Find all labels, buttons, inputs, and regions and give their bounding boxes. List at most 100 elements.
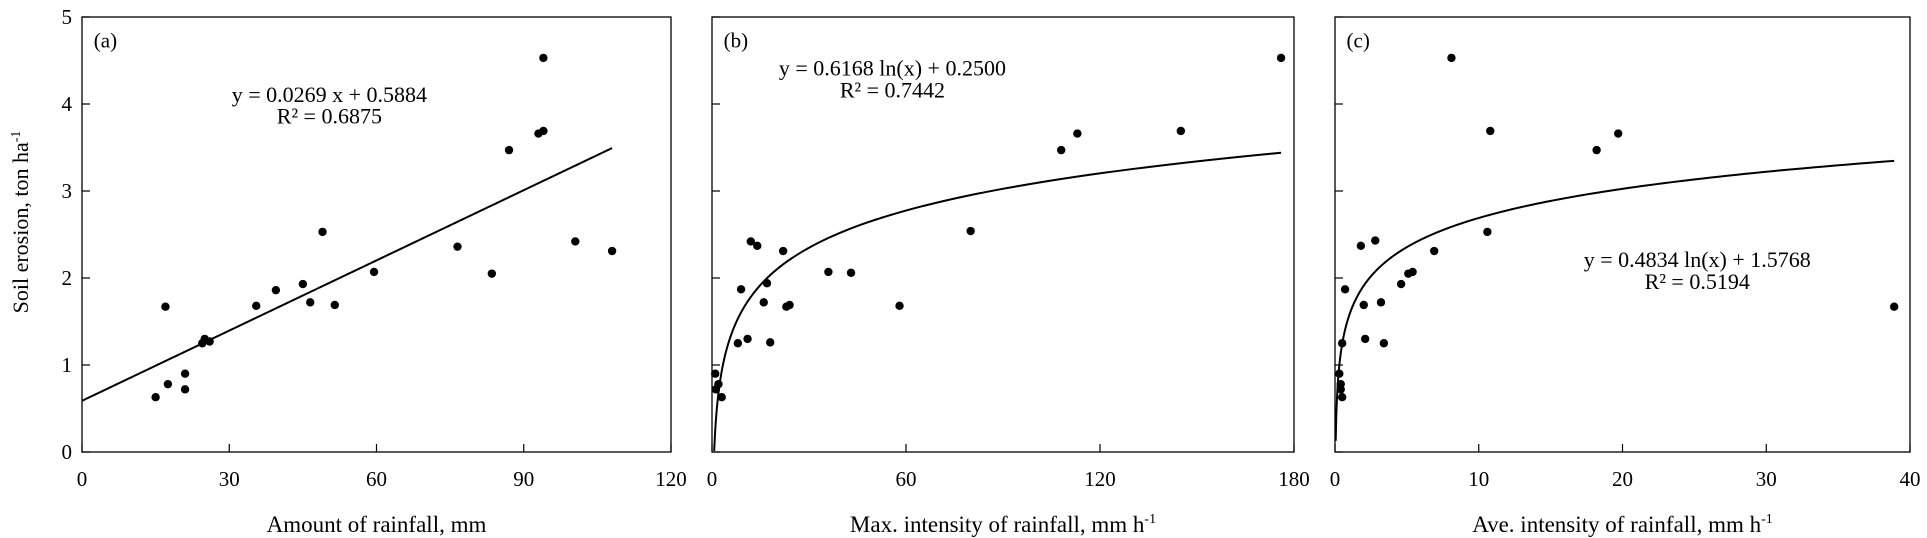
x-axis-label: Ave. intensity of rainfall, mm h-1 bbox=[1472, 512, 1773, 537]
data-point bbox=[743, 334, 752, 344]
data-point bbox=[271, 285, 281, 295]
panel-b: 0 60 120 180 Max. intensity of rainfall, mm … bbox=[707, 16, 1310, 537]
data-point bbox=[1379, 339, 1389, 348]
data-point bbox=[1336, 385, 1345, 394]
data-point bbox=[571, 237, 580, 246]
x-tick-label: 0 bbox=[77, 467, 88, 491]
data-point bbox=[1408, 267, 1417, 277]
x-tick-label: 10 bbox=[1468, 467, 1489, 491]
x-tick-label: 120 bbox=[1084, 467, 1116, 491]
data-point bbox=[759, 298, 768, 307]
data-point bbox=[1592, 145, 1601, 155]
data-point bbox=[252, 301, 261, 311]
data-point bbox=[1176, 126, 1186, 136]
data-point bbox=[1073, 129, 1082, 138]
data-point bbox=[504, 145, 514, 155]
x-tick-label: 0 bbox=[707, 467, 718, 491]
fit-equation: y = 0.0269 x + 0.5884 bbox=[232, 82, 427, 107]
data-point bbox=[1335, 369, 1344, 378]
data-point bbox=[487, 269, 497, 278]
data-point bbox=[714, 379, 723, 389]
data-point bbox=[1057, 145, 1066, 155]
fit-r2: R² = 0.6875 bbox=[277, 104, 382, 129]
data-point bbox=[846, 268, 856, 277]
data-point bbox=[766, 338, 775, 347]
data-point bbox=[205, 337, 214, 346]
x-tick-label: 90 bbox=[513, 467, 534, 491]
data-point bbox=[1613, 129, 1623, 138]
data-point bbox=[180, 385, 190, 394]
data-point bbox=[1486, 126, 1495, 136]
x-tick-label: 180 bbox=[1278, 467, 1310, 491]
data-point bbox=[1340, 285, 1350, 294]
x-axis-label: Max. intensity of rainfall, mm h-1 bbox=[850, 512, 1156, 537]
data-point bbox=[1276, 53, 1286, 63]
fit-equation: y = 0.4834 ln(x) + 1.5768 bbox=[1584, 247, 1811, 272]
x-tick-label: 40 bbox=[1900, 467, 1921, 491]
data-point bbox=[762, 279, 772, 288]
data-point bbox=[1483, 227, 1492, 237]
panel-label: (b) bbox=[724, 28, 749, 52]
y-tick-label: 2 bbox=[62, 266, 73, 290]
fit-r2: R² = 0.5194 bbox=[1645, 269, 1750, 294]
fit-equation: y = 0.6168 ln(x) + 0.2500 bbox=[779, 56, 1006, 81]
y-tick-label: 1 bbox=[62, 353, 73, 377]
trend-line bbox=[81, 147, 613, 402]
data-point bbox=[369, 267, 379, 277]
x-tick-label: 0 bbox=[1330, 467, 1341, 491]
data-point bbox=[1356, 241, 1366, 251]
panels: 0 1 2 3 4 5 0 30 60 90 120 Amount of rainfall, mm (a… bbox=[62, 5, 1921, 537]
x-tick-label: 30 bbox=[1756, 467, 1777, 491]
data-point bbox=[733, 339, 743, 348]
data-point bbox=[306, 298, 315, 307]
x-axis-label: Amount of rainfall, mm bbox=[267, 512, 487, 537]
data-point bbox=[180, 369, 190, 378]
data-point bbox=[966, 226, 975, 236]
data-point bbox=[1337, 339, 1347, 348]
data-point bbox=[1376, 298, 1386, 307]
x-tick-label: 120 bbox=[655, 467, 687, 491]
panel-label: (c) bbox=[1347, 28, 1370, 52]
data-point bbox=[453, 242, 462, 251]
data-point bbox=[895, 301, 904, 311]
y-tick-label: 0 bbox=[62, 440, 73, 464]
plot-frame bbox=[1334, 16, 1911, 453]
data-point bbox=[1396, 279, 1406, 289]
panel-a: 0 1 2 3 4 5 0 30 60 90 120 Amount of rainfall, mm (a… bbox=[62, 5, 687, 537]
panel-label: (a) bbox=[94, 28, 117, 52]
data-point bbox=[607, 246, 617, 256]
data-point bbox=[1337, 392, 1347, 402]
data-point bbox=[1429, 246, 1439, 256]
trend-line bbox=[1334, 159, 1895, 441]
x-tick-label: 60 bbox=[366, 467, 387, 491]
data-point bbox=[746, 237, 755, 246]
data-point bbox=[298, 279, 308, 289]
data-point bbox=[163, 379, 173, 389]
data-point bbox=[785, 300, 794, 310]
data-point bbox=[1360, 334, 1370, 344]
data-point bbox=[1371, 236, 1380, 245]
x-tick-label: 30 bbox=[219, 467, 240, 491]
y-tick-label: 5 bbox=[62, 5, 73, 29]
data-point bbox=[1359, 300, 1368, 310]
data-point bbox=[736, 285, 746, 294]
data-point bbox=[824, 267, 833, 277]
fit-r2: R² = 0.7442 bbox=[840, 77, 945, 102]
trend-line bbox=[713, 151, 1282, 451]
data-point bbox=[778, 246, 788, 256]
x-tick-label: 60 bbox=[896, 467, 917, 491]
y-tick-label: 4 bbox=[62, 92, 73, 116]
data-point bbox=[151, 392, 160, 402]
data-point bbox=[539, 53, 548, 63]
y-axis-label: Soil erosion, ton ha-1 bbox=[8, 131, 33, 314]
data-point bbox=[717, 392, 726, 402]
data-point bbox=[161, 302, 170, 311]
panel-c: 0 10 20 30 40 Ave. intensity of rainfall, mm … bbox=[1330, 16, 1921, 537]
x-tick-label: 20 bbox=[1612, 467, 1633, 491]
data-point bbox=[1447, 53, 1456, 63]
plot-frame bbox=[711, 16, 1295, 453]
y-tick-label: 3 bbox=[62, 179, 73, 203]
data-point bbox=[330, 300, 339, 310]
data-point bbox=[753, 241, 762, 251]
